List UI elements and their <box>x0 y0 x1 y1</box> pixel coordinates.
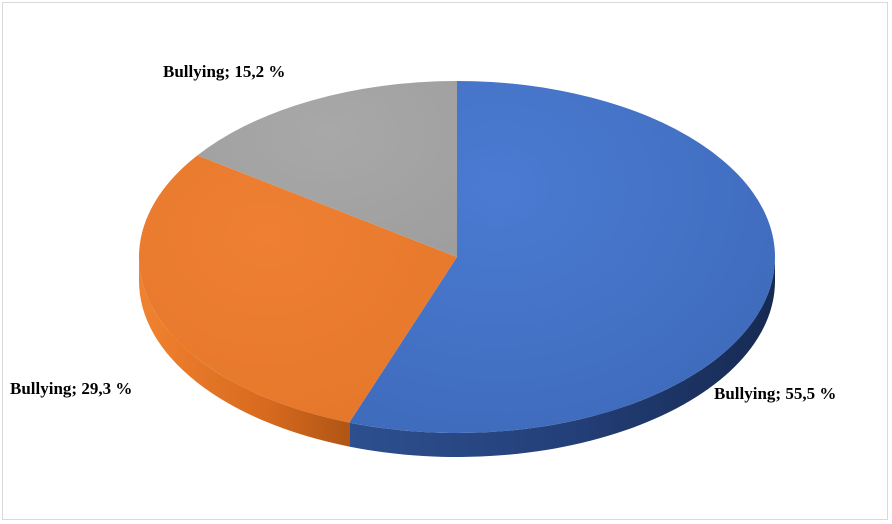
data-label-3: Bullying; 15,2 % <box>163 62 285 81</box>
pie-slice-1 <box>349 81 776 433</box>
data-label-1: Bullying; 55,5 % <box>714 384 836 403</box>
pie-slice-2 <box>138 155 458 423</box>
data-label-2: Bullying; 29,3 % <box>10 379 132 398</box>
pie-slice-3 <box>197 81 457 257</box>
pie-slice-side-2 <box>139 257 350 447</box>
pie-slice-side-1 <box>349 257 775 457</box>
